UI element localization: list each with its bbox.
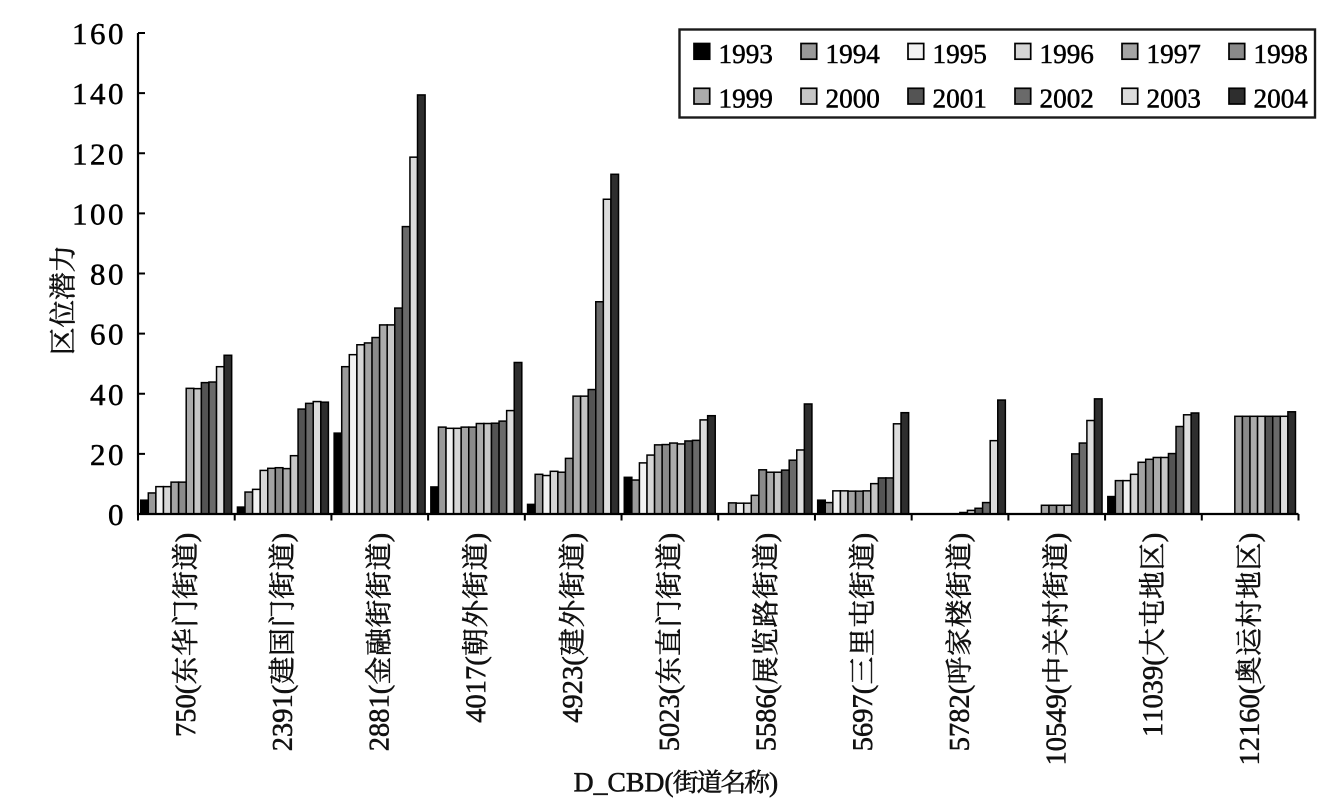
svg-text:2003: 2003: [1147, 84, 1201, 114]
svg-text:2004: 2004: [1254, 84, 1309, 114]
svg-text:2001: 2001: [933, 84, 987, 114]
svg-text:1995: 1995: [933, 39, 987, 69]
svg-text:1998: 1998: [1254, 39, 1308, 69]
svg-text:1999: 1999: [719, 84, 773, 114]
svg-text:120: 120: [72, 136, 126, 171]
svg-text:20: 20: [90, 437, 126, 472]
svg-text:40: 40: [90, 377, 126, 412]
svg-text:160: 160: [72, 16, 126, 51]
svg-text:2000: 2000: [826, 84, 880, 114]
svg-text:1993: 1993: [719, 39, 773, 69]
svg-text:0: 0: [108, 497, 126, 532]
svg-text:140: 140: [72, 76, 126, 111]
svg-text:60: 60: [90, 317, 126, 352]
svg-text:2002: 2002: [1040, 84, 1094, 114]
svg-text:80: 80: [90, 257, 126, 292]
svg-text:1994: 1994: [826, 39, 881, 69]
svg-text:100: 100: [72, 196, 126, 231]
svg-text:1997: 1997: [1147, 39, 1201, 69]
svg-text:1996: 1996: [1040, 39, 1094, 69]
